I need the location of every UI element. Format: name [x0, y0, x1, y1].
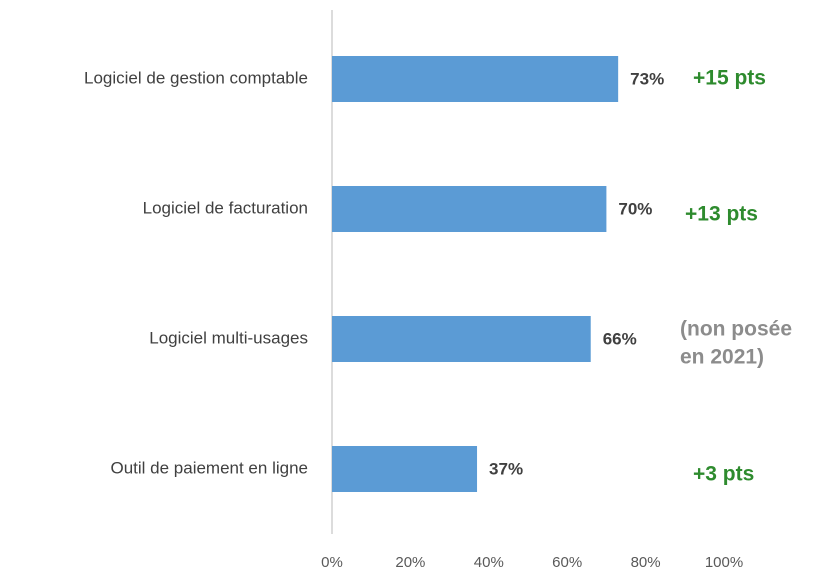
x-tick-label: 60% [552, 554, 582, 570]
category-label: Logiciel de facturation [143, 198, 308, 217]
value-label: 66% [603, 329, 637, 348]
annotation: en 2021) [680, 346, 764, 369]
x-tick-label: 20% [395, 554, 425, 570]
bar [332, 56, 619, 102]
category-label: Logiciel de gestion comptable [84, 68, 308, 87]
annotation: +13 pts [685, 203, 758, 226]
value-label: 70% [618, 199, 652, 218]
x-tick-label: 100% [705, 554, 743, 570]
x-tick-label: 80% [631, 554, 661, 570]
category-label: Logiciel multi-usages [149, 328, 308, 347]
bar [332, 316, 591, 362]
annotation: +15 pts [693, 67, 766, 90]
x-tick-label: 0% [321, 554, 343, 570]
value-label: 37% [489, 459, 523, 478]
annotation: (non posée [680, 318, 792, 341]
x-tick-label: 40% [474, 554, 504, 570]
bar [332, 186, 607, 232]
bar [332, 446, 478, 492]
value-label: 73% [630, 69, 664, 88]
category-label: Outil de paiement en ligne [110, 458, 308, 477]
annotation: +3 pts [693, 463, 754, 486]
